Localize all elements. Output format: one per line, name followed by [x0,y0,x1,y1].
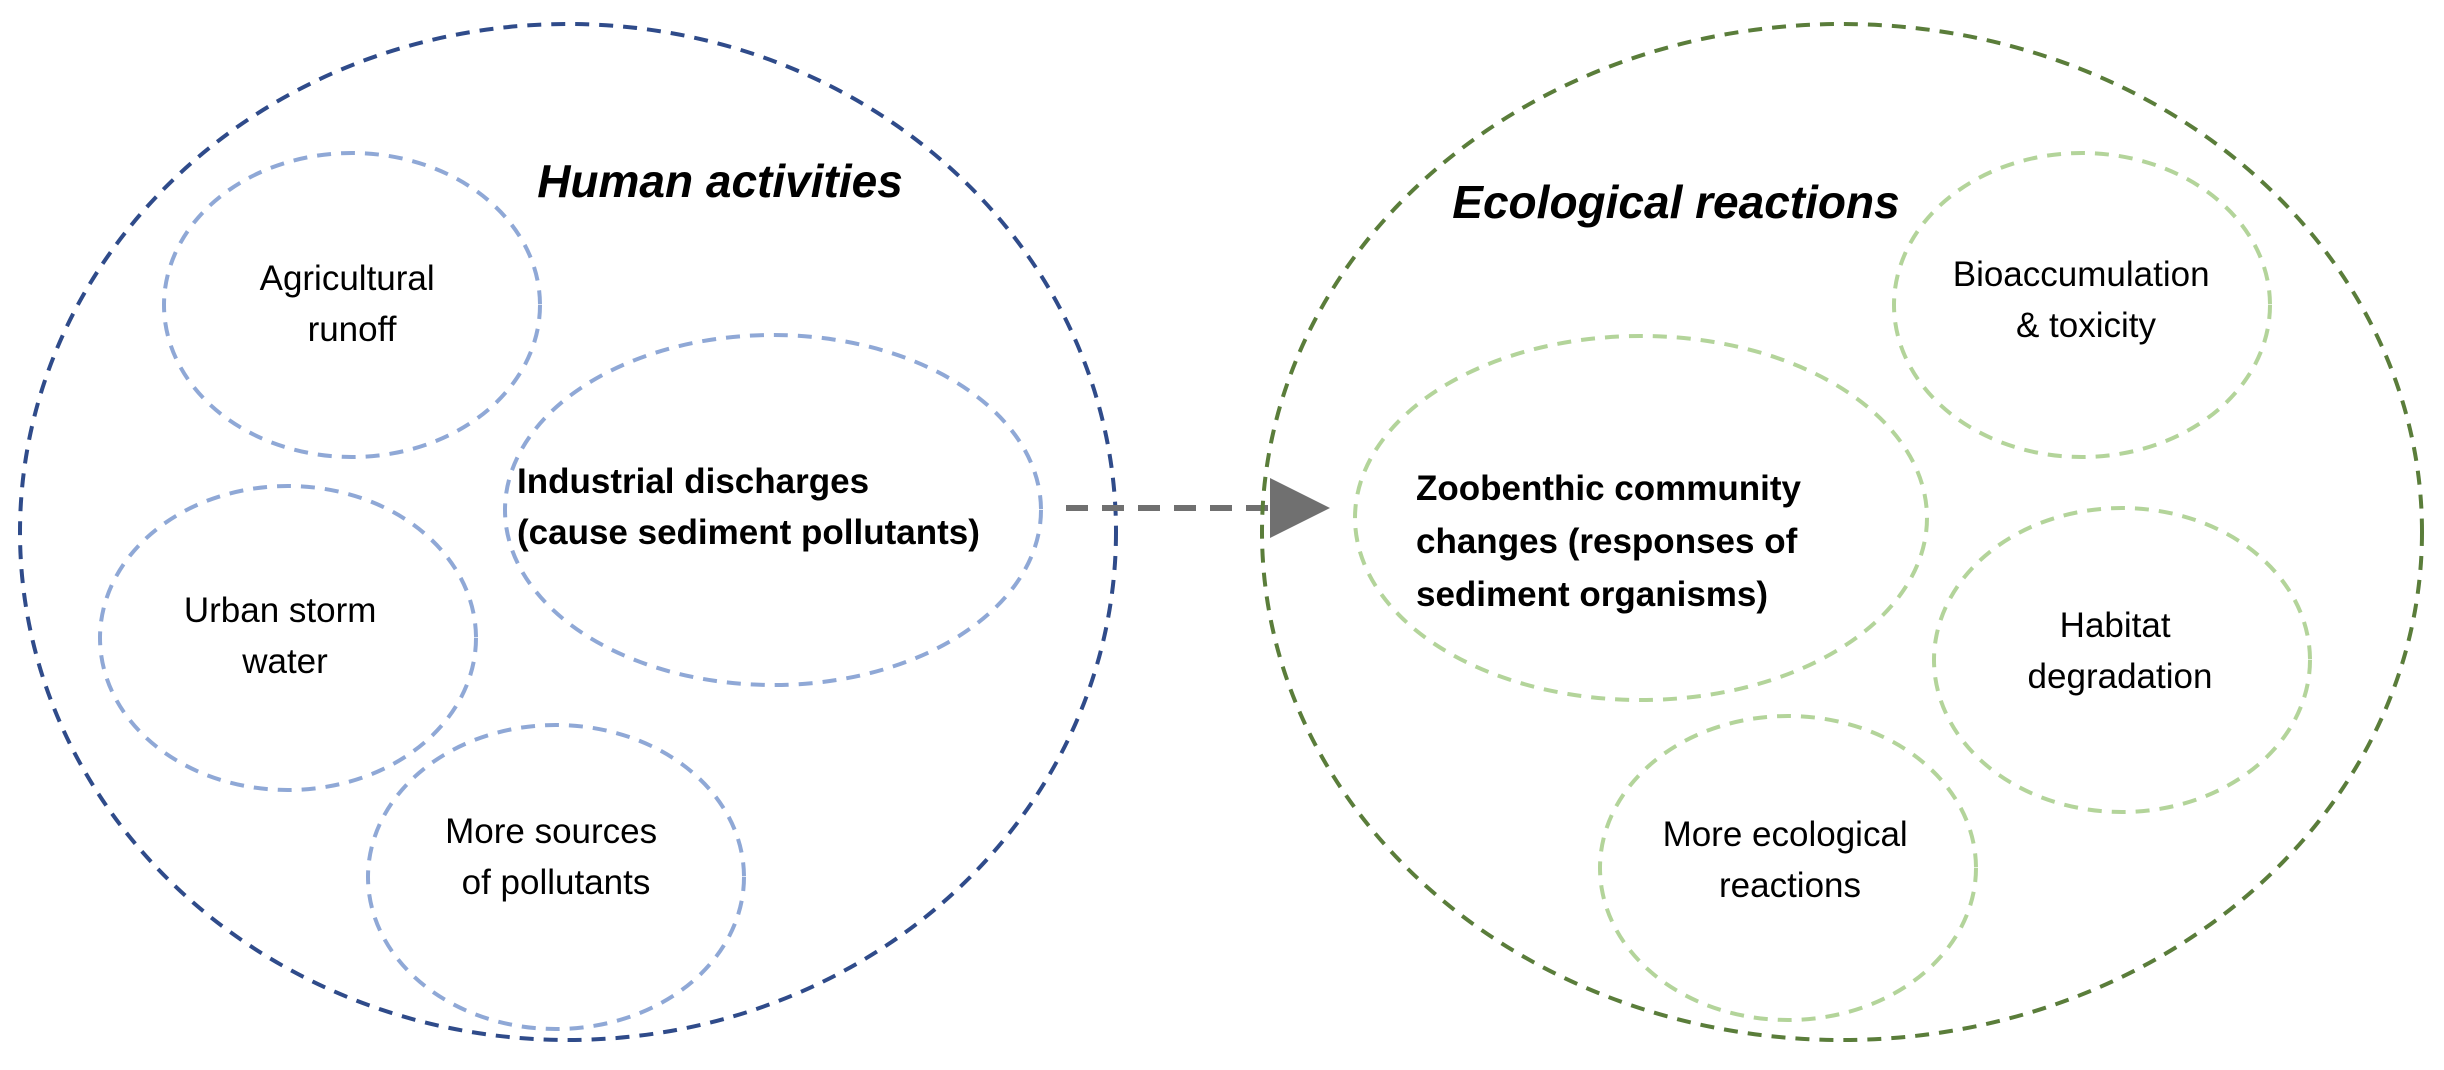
more-sources-label: More sources of pollutants [445,812,667,902]
habitat-degradation-line-1: Habitat [2060,606,2171,645]
human-activities-boundary [18,22,1118,1042]
ecological-reactions-title: Ecological reactions [1452,176,1899,228]
industrial-discharges-line-2: (cause sediment pollutants) [517,513,980,552]
zoobenthic-line-3: sediment organisms) [1416,575,1768,614]
industrial-discharges-bubble [503,333,1043,687]
more-ecological-line-1: More ecological [1663,815,1908,854]
urban-storm-water-bubble [98,484,478,792]
agricultural-runoff-line-2: runoff [308,310,397,349]
more-ecological-label: More ecological reactions [1663,815,1918,905]
urban-storm-water-line-1: Urban storm [184,591,377,630]
zoobenthic-line-2: changes (responses of [1416,522,1798,561]
zoobenthic-line-1: Zoobenthic community [1416,469,1802,508]
industrial-discharges-line-1: Industrial discharges [517,462,869,501]
agricultural-runoff-line-1: Agricultural [260,259,435,298]
more-sources-line-2: of pollutants [462,863,651,902]
agricultural-runoff-label: Agricultural runoff [260,259,445,349]
human-activities-title: Human activities [537,155,903,207]
habitat-degradation-label: Habitat degradation [2028,606,2213,696]
habitat-degradation-line-2: degradation [2028,657,2213,696]
agricultural-runoff-bubble [162,151,542,459]
more-sources-bubble [366,723,746,1031]
bioaccumulation-bubble [1892,151,2272,459]
urban-storm-water-line-2: water [241,642,328,681]
bioaccumulation-line-1: Bioaccumulation [1953,255,2210,294]
bioaccumulation-line-2: & toxicity [2016,306,2157,345]
industrial-discharges-label: Industrial discharges (cause sediment po… [517,462,980,552]
zoobenthic-bubble [1353,334,1929,702]
more-sources-line-1: More sources [445,812,657,851]
habitat-degradation-bubble [1932,506,2312,814]
ecological-reactions-boundary [1260,22,2424,1042]
zoobenthic-label: Zoobenthic community changes (responses … [1416,469,1811,614]
more-ecological-line-2: reactions [1719,866,1861,905]
bioaccumulation-label: Bioaccumulation & toxicity [1953,255,2220,345]
more-ecological-bubble [1598,714,1978,1022]
urban-storm-water-label: Urban storm water [184,591,386,681]
